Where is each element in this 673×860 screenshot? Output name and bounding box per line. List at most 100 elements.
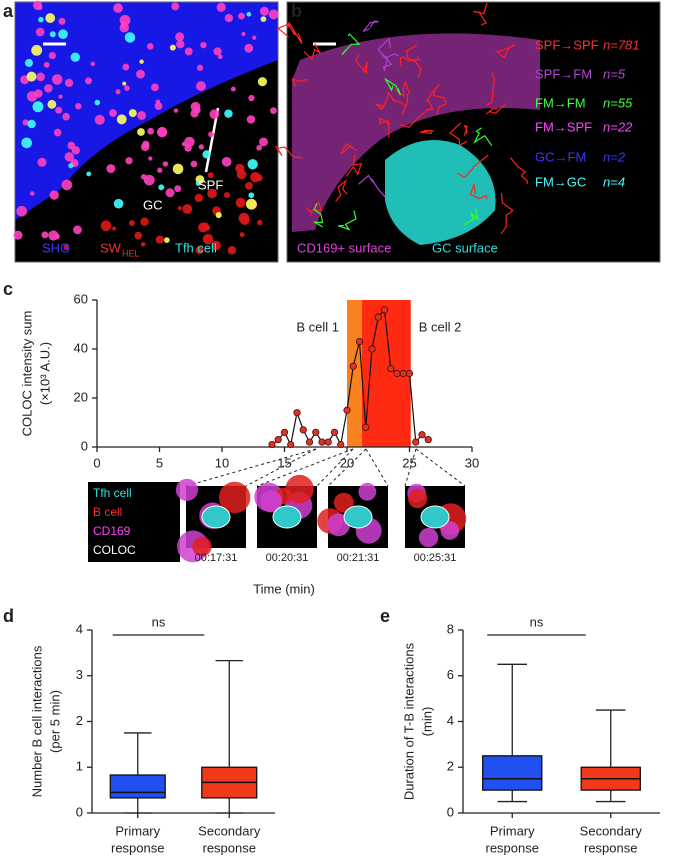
data-point <box>287 440 295 449</box>
cell-dot <box>34 89 43 98</box>
frame-time: 00:20:31 <box>266 552 309 564</box>
cell-dot <box>21 137 32 149</box>
cell-dot <box>209 109 220 120</box>
panel-label: e <box>380 606 390 626</box>
data-point <box>324 438 332 446</box>
x-axis-label: Time (min) <box>253 581 315 596</box>
cell-dot <box>246 11 252 17</box>
track <box>375 91 396 111</box>
legend-text: CD169 <box>93 524 131 538</box>
y-tick-label: 0 <box>447 804 454 819</box>
track <box>355 54 368 75</box>
cell-dot <box>116 114 127 125</box>
cell-dot <box>215 212 222 219</box>
cell-dot <box>35 27 45 37</box>
cell-dot <box>72 160 77 165</box>
cell-dot <box>109 109 117 117</box>
track-route: FM→SPF <box>535 119 592 134</box>
track <box>276 23 303 42</box>
cell-dot <box>115 89 121 95</box>
track <box>338 210 357 231</box>
cell-dot <box>238 12 245 20</box>
data-point <box>330 428 339 436</box>
data-point <box>274 436 282 444</box>
cell-dot <box>157 127 167 137</box>
track <box>495 44 516 59</box>
track <box>419 129 434 135</box>
frame-time: 00:25:31 <box>414 552 457 564</box>
x-tick-label: Primary <box>490 823 535 838</box>
tfh-cell <box>343 505 373 529</box>
track <box>312 203 324 228</box>
cell-dot <box>124 85 130 91</box>
data-point <box>418 431 426 439</box>
cell-dot <box>63 244 70 251</box>
cell-dot <box>128 109 137 118</box>
cell-dot <box>224 13 234 23</box>
cell-dot <box>208 131 214 138</box>
cell-dot <box>44 84 53 93</box>
cell-dot <box>48 51 56 60</box>
cell-dot <box>148 156 153 161</box>
panel-label: b <box>291 1 302 21</box>
cell-dot <box>246 115 256 124</box>
cell-dot <box>147 127 155 135</box>
y-tick-label: 3 <box>76 667 83 682</box>
frame-time: 00:17:31 <box>195 552 238 564</box>
cell-blob <box>440 521 460 540</box>
data-point <box>299 426 307 434</box>
cell-dot <box>202 233 214 245</box>
cell-dot <box>196 64 204 71</box>
cell-dot <box>62 112 70 121</box>
track <box>345 154 363 177</box>
cell-dot <box>268 9 279 20</box>
cell-dot <box>217 54 223 60</box>
track <box>377 37 399 59</box>
data-point <box>387 364 395 373</box>
cell-dot <box>190 160 198 168</box>
x-tick-label: response <box>111 840 164 855</box>
cell-dot <box>67 141 76 150</box>
track <box>469 182 488 200</box>
track <box>457 154 489 179</box>
track-count: n=4 <box>603 174 625 189</box>
cell-dot <box>55 106 63 114</box>
track <box>399 107 434 128</box>
cell-dot <box>256 144 262 151</box>
track-route: SPF→SPF <box>535 37 599 52</box>
track <box>432 88 447 116</box>
track <box>291 77 308 87</box>
cell-dot <box>64 78 74 88</box>
cell-dot <box>61 179 73 191</box>
cell-dot <box>64 152 75 162</box>
band-label: B cell 1 <box>296 319 339 334</box>
data-point <box>355 338 364 346</box>
y-tick-label: 2 <box>76 713 83 728</box>
track-count: n=22 <box>603 119 633 134</box>
y-tick-label: 0 <box>76 804 83 819</box>
legend-text: CD169+ surface <box>297 240 391 255</box>
data-point <box>412 438 420 446</box>
data-point <box>380 306 389 314</box>
cell-dot <box>16 205 28 217</box>
cell-dot <box>137 128 145 136</box>
cell-dot <box>207 172 214 179</box>
cell-dot <box>248 192 255 199</box>
frame-image <box>317 482 388 548</box>
cell-blob <box>358 482 377 501</box>
track-route: FM→GC <box>535 174 586 189</box>
cell-dot <box>49 190 59 200</box>
significance-label: ns <box>530 614 544 629</box>
cell-dot <box>136 69 145 79</box>
band-label: B cell 2 <box>419 319 462 334</box>
x-tick-label: 5 <box>156 455 163 470</box>
cell-dot <box>38 16 44 23</box>
cell-dot <box>84 77 92 85</box>
y-tick-label: 6 <box>447 667 454 682</box>
cell-dot <box>154 102 163 110</box>
track-count: n=5 <box>603 66 626 81</box>
inset-legend-box <box>88 482 180 562</box>
cell-dot <box>147 43 154 50</box>
x-tick-label: response <box>584 840 637 855</box>
